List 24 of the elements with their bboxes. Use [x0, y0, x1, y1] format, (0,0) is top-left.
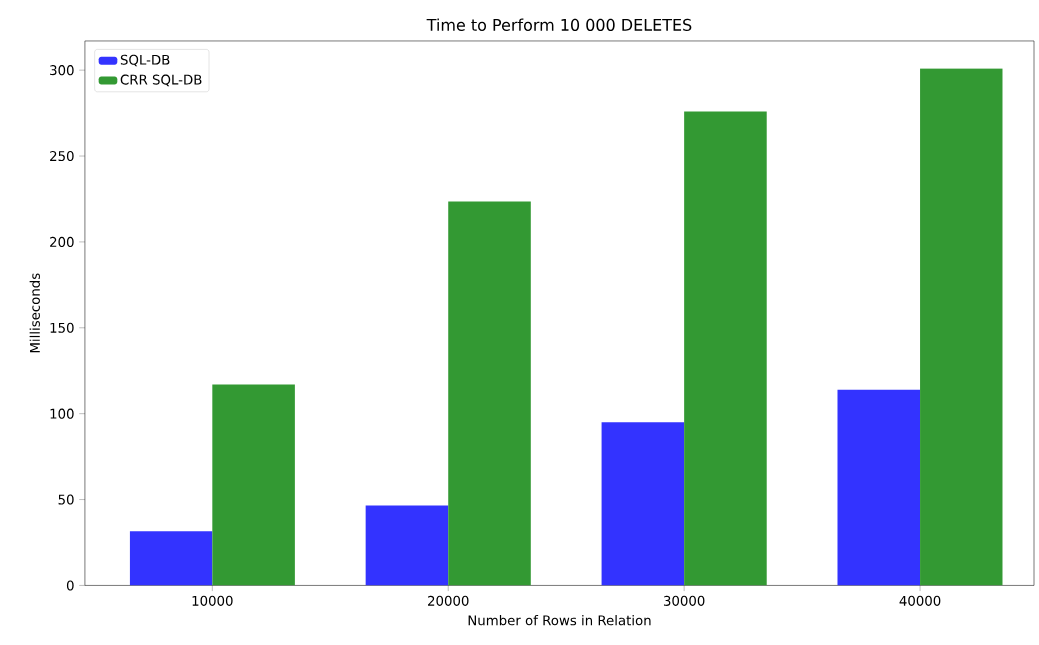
bar — [601, 422, 685, 586]
legend-label: CRR SQL-DB — [120, 74, 202, 87]
bar — [837, 389, 921, 586]
x-tick-label: 10000 — [192, 595, 233, 606]
x-tick-label: 30000 — [663, 595, 705, 606]
bar — [365, 505, 449, 586]
bar — [129, 531, 213, 586]
y-tick-label: 0 — [66, 580, 74, 591]
y-tick-label: 150 — [50, 322, 74, 333]
chart-title: Time to Perform 10 000 DELETES — [426, 18, 692, 31]
y-axis-title: Milliseconds — [29, 273, 40, 353]
bar — [920, 68, 1003, 586]
y-tick-label: 200 — [50, 236, 74, 247]
bar — [212, 384, 295, 586]
y-tick-label: 100 — [50, 408, 74, 419]
bar — [448, 201, 531, 586]
y-tick-label: 250 — [50, 150, 74, 161]
y-tick-label: 50 — [58, 494, 74, 505]
bar — [684, 111, 767, 586]
y-tick-label: 300 — [50, 64, 74, 75]
legend-label: SQL-DB — [120, 54, 170, 67]
x-tick-label: 40000 — [899, 595, 941, 606]
x-tick-label: 20000 — [428, 595, 469, 606]
x-axis-title: Number of Rows in Relation — [468, 614, 651, 626]
